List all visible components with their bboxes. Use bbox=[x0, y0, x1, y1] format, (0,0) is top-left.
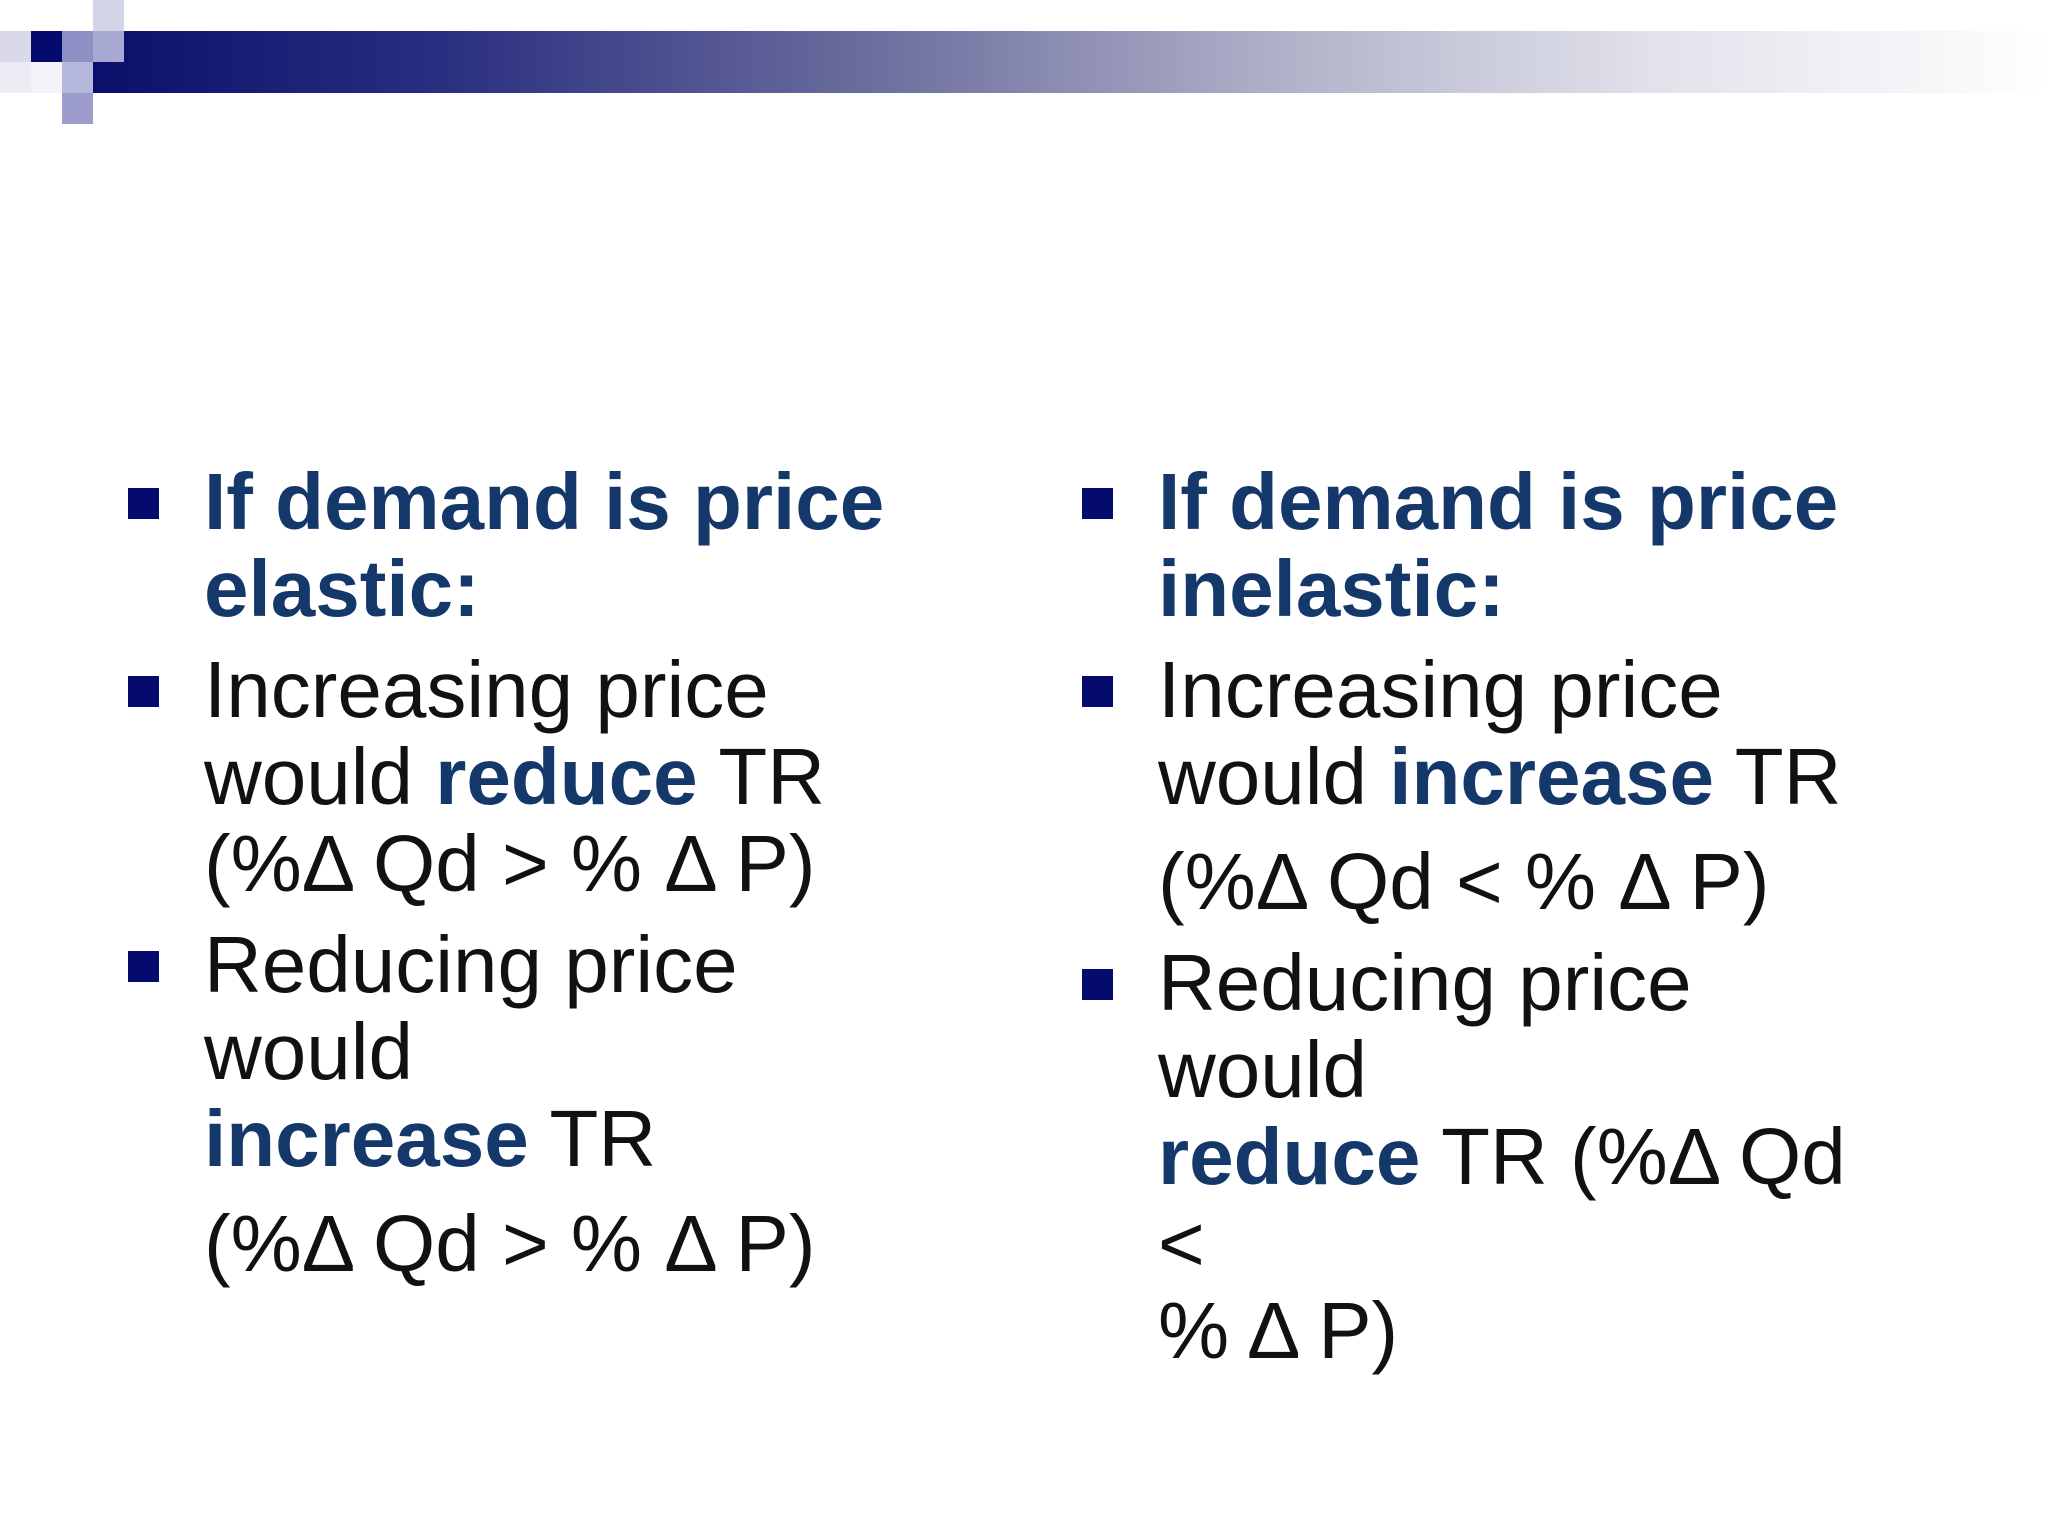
formula-text: (%Δ Qd < % Δ P) bbox=[1158, 837, 1770, 926]
decor-square bbox=[0, 31, 31, 62]
formula-text: (%Δ Qd > % Δ P) bbox=[204, 1199, 816, 1288]
bullet-increasing-price: Increasing price would increase TR (%Δ Q… bbox=[1082, 646, 1902, 925]
bullet-text-line: would reduce TR bbox=[204, 733, 948, 820]
bullet-reducing-price: Reducing price would reduce TR (%Δ Qd < … bbox=[1082, 939, 1902, 1374]
formula-text: % Δ P) bbox=[1158, 1286, 1399, 1375]
decor-square bbox=[93, 31, 124, 62]
text-prefix: would bbox=[204, 732, 436, 821]
decor-square bbox=[62, 62, 93, 93]
bullet-heading-elastic: If demand is price elastic: bbox=[128, 458, 948, 632]
decor-square bbox=[31, 31, 62, 62]
formula-text: (%Δ Qd > % Δ P) bbox=[204, 819, 816, 908]
bullet-reducing-price: Reducing price would increase TR (%Δ Qd … bbox=[128, 921, 948, 1287]
decor-square bbox=[62, 93, 93, 124]
square-bullet-icon bbox=[1082, 488, 1113, 519]
header-squares-logo bbox=[0, 0, 160, 130]
emphasis-word: increase bbox=[204, 1094, 529, 1183]
heading-line-2: inelastic: bbox=[1158, 544, 1505, 633]
header-gradient-bar bbox=[92, 31, 2048, 93]
emphasis-word: reduce bbox=[435, 732, 698, 821]
square-bullet-icon bbox=[128, 951, 159, 982]
bullet-text-line: reduce TR (%Δ Qd < bbox=[1158, 1113, 1902, 1287]
bullet-increasing-price: Increasing price would reduce TR (%Δ Qd … bbox=[128, 646, 948, 907]
text-suffix: TR bbox=[528, 1094, 657, 1183]
decor-square bbox=[93, 0, 124, 31]
right-column: If demand is price inelastic: Increasing… bbox=[1082, 458, 1902, 1388]
decor-square bbox=[0, 62, 31, 93]
emphasis-word: increase bbox=[1389, 732, 1714, 821]
square-bullet-icon bbox=[128, 488, 159, 519]
bullet-heading-inelastic: If demand is price inelastic: bbox=[1082, 458, 1902, 632]
bullet-text-line: Increasing price bbox=[204, 645, 769, 734]
bullet-text-line: Reducing price would bbox=[204, 920, 738, 1096]
heading-line-1: If demand is price bbox=[1158, 457, 1839, 546]
heading-line-2: elastic: bbox=[204, 544, 480, 633]
bullet-text-line: increase TR bbox=[204, 1095, 948, 1182]
bullet-text-line: Reducing price would bbox=[1158, 938, 1692, 1114]
square-bullet-icon bbox=[1082, 676, 1113, 707]
text-prefix: would bbox=[1158, 732, 1390, 821]
left-column: If demand is price elastic: Increasing p… bbox=[128, 458, 948, 1301]
heading-line-1: If demand is price bbox=[204, 457, 885, 546]
emphasis-word: reduce bbox=[1158, 1112, 1421, 1201]
text-suffix: TR bbox=[697, 732, 826, 821]
text-suffix: TR bbox=[1713, 732, 1842, 821]
square-bullet-icon bbox=[128, 676, 159, 707]
decor-square bbox=[31, 62, 62, 93]
square-bullet-icon bbox=[1082, 969, 1113, 1000]
bullet-text-line: Increasing price bbox=[1158, 645, 1723, 734]
decor-square bbox=[62, 31, 93, 62]
text-suffix: TR (%Δ Qd < bbox=[1158, 1112, 1846, 1288]
bullet-text-line: would increase TR bbox=[1158, 733, 1902, 820]
